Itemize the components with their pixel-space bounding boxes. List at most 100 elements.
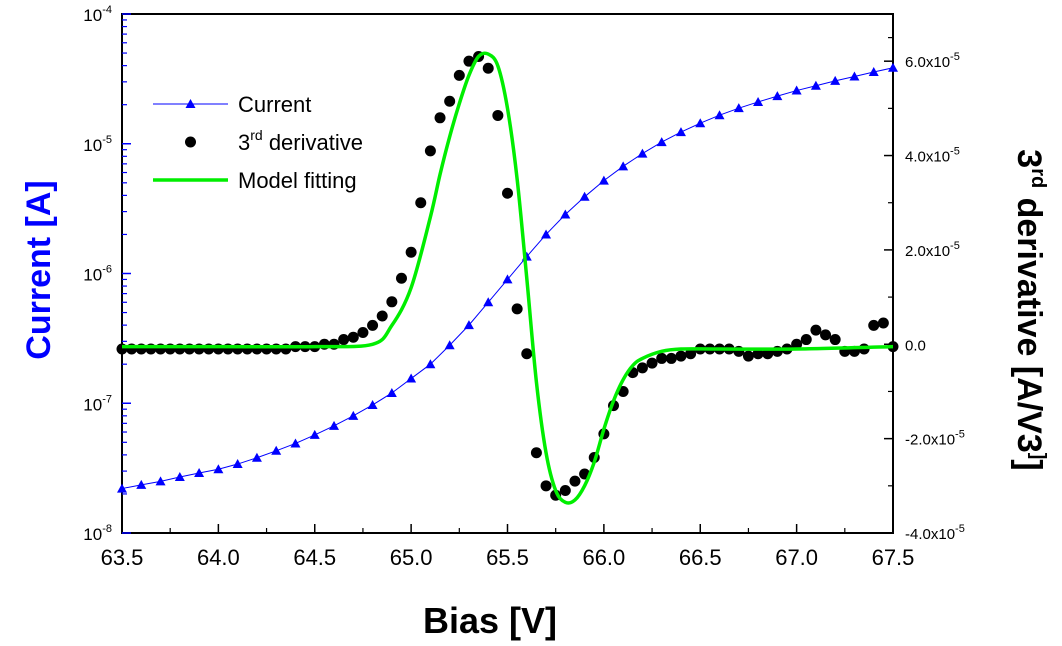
legend: Current 3rd derivative Model fitting [153,92,363,193]
x-tick-label: 66.0 [582,545,625,570]
derivative-point [338,334,350,346]
y-left-tick-label: 10-4 [83,4,112,25]
y-left-tick-labels: 10-8 10-7 10-6 10-5 10-4 [83,4,112,544]
current-point [830,75,841,85]
y-right-tick-label: 0.0 [905,337,926,354]
derivative-point [415,197,427,209]
derivative-point [367,319,379,331]
derivative-point [762,348,774,360]
legend-entry: Current [153,92,311,117]
current-point [695,118,706,128]
legend-label: 3rd derivative [238,127,363,155]
current-point [888,62,898,72]
derivative-point [810,324,822,336]
current-point [675,127,686,137]
current-point [656,137,667,147]
current-point [618,161,629,171]
current-point [463,320,474,330]
current-point [425,359,436,369]
x-tick-labels: 63.5 64.0 64.5 65.0 65.5 66.0 66.5 67.0 67.5 [101,545,915,570]
y-left-axis-title: Current [A] [20,180,58,359]
legend-label: Model fitting [238,168,357,193]
plot-area [116,50,899,505]
y-right-tick-label: -2.0x10-5 [905,429,965,449]
current-point [714,110,725,120]
derivative-point [530,447,542,459]
derivative-point [511,303,523,315]
x-tick-label: 67.0 [775,545,818,570]
current-point [117,483,127,493]
current-point [406,373,417,383]
derivative-point [752,348,764,360]
derivative-point [636,362,648,374]
ticks [121,13,894,534]
legend-entry: Model fitting [153,168,357,193]
current-point [290,438,301,448]
current-point [271,445,282,455]
current-point [367,399,378,409]
current-point [868,67,879,77]
y-right-tick-label: 4.0x10-5 [905,146,960,166]
current-point [251,452,262,462]
derivative-point [357,326,369,338]
legend-circle-marker [185,136,196,148]
derivative-point [386,296,398,308]
derivative-point [347,331,359,343]
derivative-point [665,352,677,364]
x-tick-label: 64.5 [293,545,336,570]
x-tick-label: 65.5 [486,545,529,570]
current-point [329,420,340,430]
derivative-point [800,334,812,346]
x-tick-label: 66.5 [679,545,722,570]
current-point [213,464,224,474]
legend-triangle-marker [185,99,196,108]
derivative-point [434,112,446,124]
current-point [598,175,609,185]
y-right-tick-label: 2.0x10-5 [905,240,960,260]
current-point [579,191,590,201]
current-point [772,91,783,101]
derivative-point [675,350,687,362]
derivative-point [559,485,571,497]
derivative-point [868,319,880,331]
current-point [541,229,552,239]
derivative-point [521,348,533,360]
current-point [849,71,860,81]
derivative-point [424,145,436,157]
derivative-point [742,350,754,362]
x-tick-label: 63.5 [101,545,144,570]
derivative-point [569,475,581,487]
derivative-point [820,329,832,341]
derivative-point [791,338,803,350]
current-point [155,476,166,486]
y-right-tick-labels: -4.0x10-5 -2.0x10-5 0.0 2.0x10-5 4.0x10-5 6.0… [905,51,965,543]
current-point [791,85,802,95]
derivative-point [685,348,697,360]
current-point [444,340,455,350]
x-tick-label: 67.5 [872,545,915,570]
derivative-point [482,62,494,74]
derivative-point [540,480,552,492]
current-point [348,410,359,420]
current-point [386,387,397,397]
current-point [136,479,147,489]
legend-label: Current [238,92,311,117]
current-point [174,472,185,482]
current-point [194,468,205,478]
x-tick-label: 64.0 [197,545,240,570]
derivative-point [444,95,456,107]
current-point [810,80,821,90]
y-right-tick-label: 6.0x10-5 [905,51,960,71]
derivative-point [656,352,668,364]
y-right-axis-title: 3rd derivative [A/V3]] [1010,149,1049,470]
derivative-point [646,357,658,369]
legend-entry: 3rd derivative [185,127,363,155]
y-left-tick-label: 10-8 [83,523,112,544]
derivative-point [453,69,465,81]
derivative-point [877,317,889,329]
current-point [637,148,648,158]
model-fitting-line [122,51,894,505]
current-point [502,274,513,284]
derivative-point [502,187,513,199]
